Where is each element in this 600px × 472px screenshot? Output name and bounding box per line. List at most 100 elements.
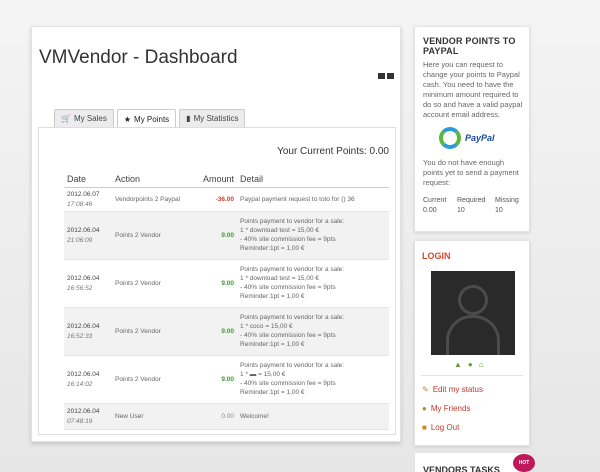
tab-my-statistics[interactable]: ▮ My Statistics bbox=[179, 109, 246, 127]
amount-cell: -36.00 bbox=[200, 187, 238, 212]
row-date: 2012.06.04 bbox=[67, 322, 100, 330]
table-row: 2012.06.04 16:56:52 Points 2 Vendor 9.00 Poi… bbox=[64, 259, 389, 308]
detail-line: Reminder:1pt = 1,00 € bbox=[240, 245, 305, 252]
detail-cell: Points payment to vendor for a sale: 1 * … bbox=[237, 307, 389, 356]
action-cell: Vendorpoints 2 Paypal bbox=[112, 187, 200, 212]
detail-line: Paypal payment request to toto for () 36 bbox=[240, 195, 355, 203]
amount-cell: 9.00 bbox=[200, 307, 238, 356]
users-icon[interactable]: ● bbox=[467, 360, 473, 369]
table-row: 2012.06.04 21:06:09 Points 2 Vendor 9.00 Poi… bbox=[64, 211, 389, 260]
star-icon: ★ bbox=[123, 114, 132, 124]
col-action: Action bbox=[112, 172, 200, 188]
logout-icon: ■ bbox=[422, 423, 427, 432]
vendor-points-description: Here you can request to change your poin… bbox=[423, 60, 523, 119]
vendor-tasks-heading: VENDORS TASKS bbox=[423, 465, 500, 472]
amount-cell: 9.00 bbox=[200, 211, 238, 260]
stat-value: 10 bbox=[457, 207, 465, 214]
stat-label: Required bbox=[457, 197, 486, 204]
detail-line: - 40% site commission fee = 9pts bbox=[240, 236, 336, 243]
detail-cell: Points payment to vendor for a sale: 1 * … bbox=[237, 211, 389, 260]
edit-status-link[interactable]: ✎ Edit my status bbox=[422, 385, 483, 394]
row-time: 07:48:19 bbox=[67, 417, 93, 425]
login-box: LOGIN ▲ ● ⌂ ✎ Edit my status ● My Friend… bbox=[414, 240, 530, 446]
row-time: 16:56:52 bbox=[67, 284, 93, 292]
detail-line: 1 * ▬ = 15,00 € bbox=[240, 371, 286, 378]
grid-view-icon[interactable] bbox=[378, 73, 385, 79]
detail-line: Reminder:1pt = 1,00 € bbox=[240, 389, 305, 396]
col-amount: Amount bbox=[200, 172, 238, 188]
tree-icon[interactable]: ▲ bbox=[454, 360, 462, 369]
profile-action-icons: ▲ ● ⌂ bbox=[454, 360, 529, 369]
detail-cell: Welcome! bbox=[237, 403, 389, 430]
detail-line: Points payment to vendor for a sale: bbox=[240, 362, 345, 369]
pencil-icon: ✎ bbox=[422, 385, 429, 394]
action-cell: Points 2 Vendor bbox=[112, 307, 200, 356]
detail-line: Reminder:1pt = 1,00 € bbox=[240, 341, 305, 348]
row-date: 2012.06.07 bbox=[67, 190, 100, 198]
view-icons[interactable] bbox=[378, 73, 394, 79]
points-tab-panel: Your Current Points: 0.00 Date Action Am… bbox=[38, 127, 396, 435]
date-cell: 2012.06.04 21:06:09 bbox=[64, 211, 112, 260]
detail-line: 1 * download test = 15,00 € bbox=[240, 227, 319, 234]
house-icon[interactable]: ⌂ bbox=[478, 360, 484, 369]
action-cell: New User bbox=[112, 403, 200, 430]
login-links: ✎ Edit my status ● My Friends ■ Log Out bbox=[415, 376, 529, 437]
date-cell: 2012.06.04 16:56:52 bbox=[64, 259, 112, 308]
amount-cell: 9.00 bbox=[200, 355, 238, 404]
avatar-body-shape bbox=[446, 315, 500, 355]
date-cell: 2012.06.07 17:08:46 bbox=[64, 187, 112, 212]
row-date: 2012.06.04 bbox=[67, 274, 100, 282]
table-row: 2012.06.04 16:14:02 Points 2 Vendor 9.00 Poi… bbox=[64, 355, 389, 404]
row-time: 21:06:09 bbox=[67, 236, 93, 244]
detail-cell: Paypal payment request to toto for () 36 bbox=[237, 187, 389, 212]
stat-label: Current bbox=[423, 197, 447, 204]
friends-icon: ● bbox=[422, 404, 427, 413]
amount-cell: 0.00 bbox=[200, 403, 238, 430]
vendor-points-heading: VENDOR POINTS TO PAYPAL bbox=[423, 36, 516, 56]
box-view-icon[interactable] bbox=[387, 73, 394, 79]
vendor-points-stats: Current 0.00 Required 10 Missing 10 bbox=[415, 188, 529, 214]
divider bbox=[421, 375, 523, 376]
table-row: 2012.06.04 16:52:33 Points 2 Vendor 9.00 Poi… bbox=[64, 307, 389, 356]
tab-my-sales[interactable]: 🛒 My Sales bbox=[54, 109, 114, 127]
col-detail: Detail bbox=[237, 172, 389, 188]
amount-cell: 9.00 bbox=[200, 259, 238, 308]
avatar[interactable] bbox=[431, 271, 515, 355]
hot-badge: HOT bbox=[513, 454, 535, 472]
detail-line: Welcome! bbox=[240, 412, 269, 420]
table-row: 2012.06.04 07:48:19 New User 0.00 Welcome! bbox=[64, 403, 389, 430]
row-date: 2012.06.04 bbox=[67, 370, 100, 378]
action-cell: Points 2 Vendor bbox=[112, 355, 200, 404]
table-row: 2012.06.07 17:08:46 Vendorpoints 2 Paypal -… bbox=[64, 187, 389, 212]
row-time: 16:14:02 bbox=[67, 380, 93, 388]
detail-line: Points payment to vendor for a sale: bbox=[240, 314, 345, 321]
date-cell: 2012.06.04 16:14:02 bbox=[64, 355, 112, 404]
row-date: 2012.06.04 bbox=[67, 407, 100, 415]
vendor-points-note: You do not have enough points yet to sen… bbox=[423, 158, 519, 187]
detail-cell: Points payment to vendor for a sale: 1 * … bbox=[237, 355, 389, 404]
col-date: Date bbox=[64, 172, 112, 188]
exchange-arrows-icon bbox=[439, 127, 461, 149]
points-table: Date Action Amount Detail 2012.06.07 17:0… bbox=[64, 172, 389, 430]
action-cell: Points 2 Vendor bbox=[112, 211, 200, 260]
detail-line: 1 * download test = 15,00 € bbox=[240, 275, 319, 282]
my-friends-link[interactable]: ● My Friends bbox=[422, 404, 471, 413]
date-cell: 2012.06.04 07:48:19 bbox=[64, 403, 112, 430]
detail-line: 1 * coco = 15,00 € bbox=[240, 323, 293, 330]
paypal-logo[interactable]: PayPal bbox=[439, 124, 529, 152]
stat-value: 10 bbox=[495, 207, 503, 214]
vendor-points-box: VENDOR POINTS TO PAYPAL Here you can req… bbox=[414, 26, 530, 232]
avatar-head-shape bbox=[458, 285, 488, 315]
detail-line: Points payment to vendor for a sale: bbox=[240, 266, 345, 273]
row-time: 17:08:46 bbox=[67, 200, 93, 208]
cart-icon: 🛒 bbox=[61, 114, 71, 123]
tab-my-points[interactable]: ★ My Points bbox=[116, 109, 177, 128]
detail-line: - 40% site commission fee = 9pts bbox=[240, 332, 336, 339]
log-out-link[interactable]: ■ Log Out bbox=[422, 423, 460, 432]
bar-chart-icon: ▮ bbox=[186, 114, 191, 123]
detail-line: Points payment to vendor for a sale: bbox=[240, 218, 345, 225]
dashboard-panel: VMVendor - Dashboard 🛒 My Sales ★ My Poi… bbox=[31, 26, 401, 442]
action-cell: Points 2 Vendor bbox=[112, 259, 200, 308]
page-title: VMVendor - Dashboard bbox=[39, 47, 238, 68]
tab-bar: 🛒 My Sales ★ My Points ▮ My Statistics bbox=[54, 109, 246, 128]
